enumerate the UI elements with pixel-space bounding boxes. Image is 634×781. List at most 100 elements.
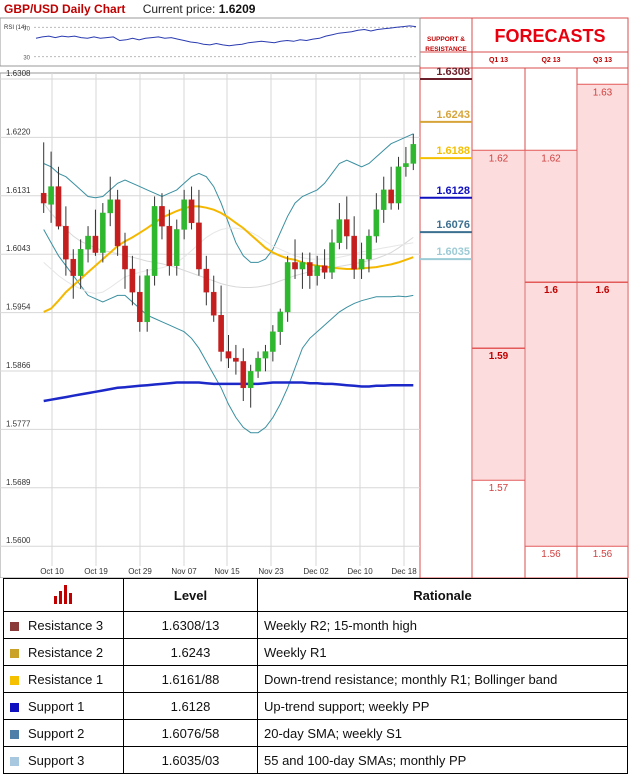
chart-area: 70 30 RSI (14) SUPPORT & RESISTANCE Q1 13 Q2 … xyxy=(0,17,629,578)
table-row: Resistance 3 1.6308/13 Weekly R2; 15-month… xyxy=(3,611,628,639)
x-tick-label: Dec 10 xyxy=(347,567,373,576)
candle-down xyxy=(343,219,350,237)
level-rationale: Down-trend resistance; monthly R1; Bolli… xyxy=(257,665,628,693)
level-name-cell: Resistance 3 xyxy=(3,611,124,639)
quarter-header: Q3 13 xyxy=(593,57,612,64)
chart-header: GBP/USD Daily Chart Current price: 1.620… xyxy=(0,0,420,18)
level-value: 1.6076/58 xyxy=(123,719,258,747)
rsi-label: RSI (14) xyxy=(4,25,26,31)
forecast-label: 1.56 xyxy=(593,549,613,560)
table-header-row: Level Rationale xyxy=(3,578,628,612)
x-tick-label: Nov 15 xyxy=(214,567,240,576)
sma-200-line xyxy=(43,381,414,403)
sr-header-line2: RESISTANCE xyxy=(425,46,467,53)
level-rationale: 20-day SMA; weekly S1 xyxy=(257,719,628,747)
level-name: Support 1 xyxy=(28,698,85,714)
level-name: Support 2 xyxy=(28,725,85,741)
candle-up xyxy=(366,235,372,260)
level-value: 1.6035/03 xyxy=(123,746,258,774)
candle-down xyxy=(351,235,357,270)
y-tick-label: 1.5600 xyxy=(6,536,31,545)
candle-up xyxy=(284,262,291,313)
candle-up xyxy=(299,262,306,270)
candle-down xyxy=(307,262,313,276)
level-swatch xyxy=(10,675,19,685)
candle-up xyxy=(247,371,254,389)
level-swatch xyxy=(10,729,19,739)
level-swatch xyxy=(10,702,19,712)
rsi-panel xyxy=(0,17,421,67)
candle-up xyxy=(270,331,276,352)
level-name: Resistance 3 xyxy=(28,617,104,633)
level-value: 1.6161/88 xyxy=(123,665,258,693)
candle-down xyxy=(210,291,217,316)
candle-up xyxy=(151,206,158,276)
forecast-label: 1.59 xyxy=(489,351,509,362)
sr-level-label: 1.6035 xyxy=(436,246,470,258)
candle-down xyxy=(292,262,298,270)
y-tick-label: 1.5777 xyxy=(6,419,31,428)
level-value: 1.6308/13 xyxy=(123,611,258,639)
candle-up xyxy=(144,275,150,323)
candle-up xyxy=(314,265,321,276)
sr-level-label: 1.6076 xyxy=(436,219,470,231)
level-name: Support 3 xyxy=(28,752,85,768)
forecast-label: 1.57 xyxy=(489,483,509,494)
table-row: Resistance 2 1.6243 Weekly R1 xyxy=(3,638,628,666)
candle-up xyxy=(380,189,387,210)
candle-down xyxy=(233,357,239,362)
candle-down xyxy=(40,192,47,204)
level-swatch xyxy=(10,648,19,658)
rsi-level-label: 30 xyxy=(23,56,30,62)
level-header: Level xyxy=(123,578,258,612)
candle-up xyxy=(410,144,417,164)
candle-up xyxy=(395,166,402,204)
candle-down xyxy=(166,225,173,266)
forecast-range xyxy=(473,150,524,481)
candle-down xyxy=(225,351,232,359)
sr-level-label: 1.6243 xyxy=(436,109,470,121)
forecasts-title: FORECASTS xyxy=(494,26,606,46)
candle-up xyxy=(403,163,409,167)
y-tick-label: 1.6308 xyxy=(6,69,31,78)
y-tick-label: 1.5866 xyxy=(6,361,31,370)
candle-down xyxy=(92,235,99,253)
chart-title: GBP/USD Daily Chart xyxy=(4,2,126,16)
current-price-value: 1.6209 xyxy=(218,2,256,16)
table-icon-cell xyxy=(3,578,124,612)
rsi-level-label: 70 xyxy=(23,26,30,32)
x-tick-label: Dec 18 xyxy=(391,567,417,576)
quarter-header: Q2 13 xyxy=(541,57,560,64)
x-tick-label: Nov 07 xyxy=(171,567,197,576)
candle-up xyxy=(358,258,365,270)
candle-up xyxy=(107,199,114,214)
candle-down xyxy=(70,258,77,276)
table-row: Support 3 1.6035/03 55 and 100-day SMAs; m… xyxy=(3,746,628,774)
candle-down xyxy=(203,268,210,293)
forecast-label: 1.62 xyxy=(541,153,561,164)
level-name-cell: Resistance 1 xyxy=(3,665,124,693)
candle-down xyxy=(159,206,165,227)
current-price-label: Current price: xyxy=(142,2,216,16)
candle-down xyxy=(188,199,195,224)
candle-up xyxy=(173,229,180,266)
levels-table: Level Rationale Resistance 3 1.6308/13 Wee… xyxy=(3,578,628,774)
level-name-cell: Support 1 xyxy=(3,692,124,720)
forecast-label: 1.56 xyxy=(541,549,561,560)
sr-level-label: 1.6128 xyxy=(436,185,470,197)
candle-up xyxy=(77,249,84,276)
candle-up xyxy=(373,209,380,237)
sr-header-line1: SUPPORT & xyxy=(427,36,465,43)
candle-down xyxy=(129,268,136,293)
y-tick-label: 1.6043 xyxy=(6,244,31,253)
candle-down xyxy=(321,265,328,273)
bollinger-lower-line xyxy=(43,229,414,434)
forecast-label: 1.6 xyxy=(544,285,558,296)
candle-up xyxy=(277,311,284,332)
level-value: 1.6128 xyxy=(123,692,258,720)
level-name: Resistance 2 xyxy=(28,644,104,660)
forecast-label: 1.63 xyxy=(593,87,613,98)
level-rationale: 55 and 100-day SMAs; monthly PP xyxy=(257,746,628,774)
candle-up xyxy=(48,186,54,205)
x-tick-label: Oct 29 xyxy=(128,567,152,576)
